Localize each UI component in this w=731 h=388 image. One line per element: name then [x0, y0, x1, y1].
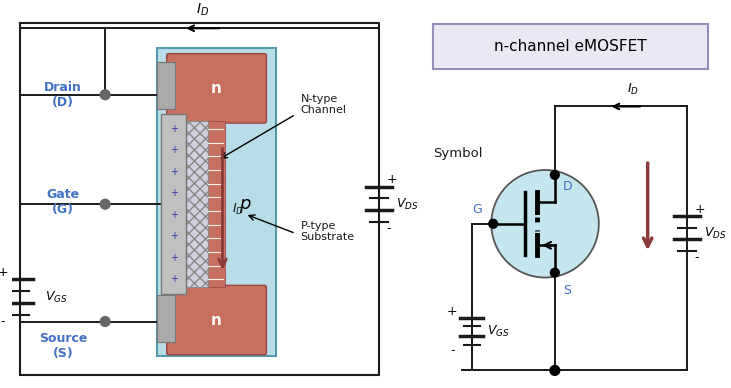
Bar [183, 121, 208, 287]
Text: -: - [694, 251, 699, 265]
Text: +: + [447, 305, 458, 318]
Circle shape [100, 199, 110, 209]
Text: $V_{GS}$: $V_{GS}$ [488, 324, 510, 339]
Bar [161, 114, 186, 294]
Text: $V_{DS}$: $V_{DS}$ [396, 197, 419, 212]
Text: p: p [239, 195, 251, 213]
Text: n-channel eMOSFET: n-channel eMOSFET [494, 39, 647, 54]
Circle shape [100, 90, 110, 100]
Text: +: + [170, 210, 178, 220]
Text: N-type
Channel: N-type Channel [300, 94, 346, 115]
FancyBboxPatch shape [433, 24, 708, 69]
Bar [206, 121, 225, 287]
Bar [157, 295, 175, 342]
Circle shape [550, 268, 559, 277]
Text: -: - [387, 222, 391, 235]
Text: $I_D$: $I_D$ [197, 2, 210, 19]
Text: $I_D$: $I_D$ [232, 201, 244, 217]
Text: +: + [170, 253, 178, 263]
Text: +: + [694, 203, 705, 216]
Text: Drain
(D): Drain (D) [44, 81, 82, 109]
Circle shape [489, 219, 498, 228]
Text: -: - [0, 315, 4, 328]
Text: +: + [387, 173, 398, 186]
Text: +: + [0, 266, 8, 279]
Text: +: + [170, 146, 178, 156]
Text: Symbol: Symbol [433, 147, 482, 160]
Text: $V_{DS}$: $V_{DS}$ [705, 226, 727, 241]
Circle shape [550, 170, 559, 179]
Text: S: S [563, 284, 571, 297]
Circle shape [100, 317, 110, 326]
Text: P-type
Substrate: P-type Substrate [300, 221, 355, 242]
Text: G: G [471, 203, 482, 216]
Text: Gate
(G): Gate (G) [47, 188, 80, 216]
Text: -: - [450, 345, 455, 357]
Circle shape [550, 365, 560, 375]
FancyBboxPatch shape [167, 54, 266, 123]
Bar [157, 48, 276, 356]
Text: +: + [170, 167, 178, 177]
Text: Source
(S): Source (S) [39, 332, 87, 360]
Text: +: + [170, 124, 178, 134]
Text: +: + [170, 274, 178, 284]
FancyBboxPatch shape [167, 285, 266, 355]
Text: n: n [211, 313, 222, 327]
Text: +: + [170, 232, 178, 241]
Text: $V_{GS}$: $V_{GS}$ [45, 289, 67, 305]
Text: $I_D$: $I_D$ [627, 81, 639, 97]
Text: n: n [211, 81, 222, 96]
Circle shape [491, 170, 599, 277]
Text: D: D [563, 180, 572, 193]
Bar [157, 62, 175, 109]
Text: +: + [170, 189, 178, 199]
